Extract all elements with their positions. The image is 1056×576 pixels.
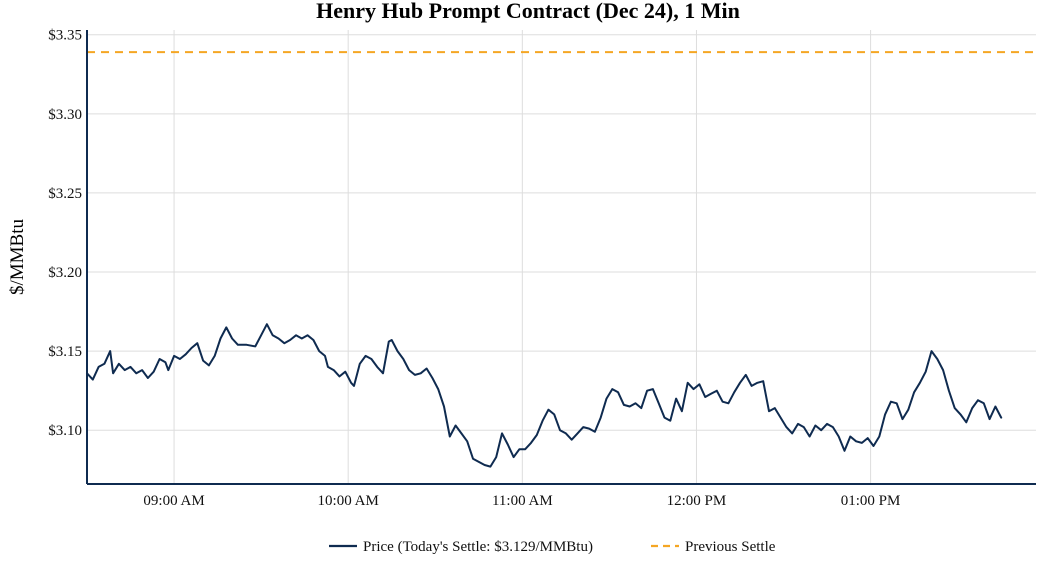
y-tick-label: $3.15 <box>48 344 82 360</box>
legend-label-price: Price (Today's Settle: $3.129/MMBtu) <box>363 539 593 555</box>
y-axis-label: $/MMBtu <box>7 218 28 295</box>
x-tick-label: 09:00 AM <box>143 493 204 509</box>
tick-labels: $3.10 $3.15 $3.20 $3.25 $3.30 $3.35 09:00 AM 10… <box>48 28 900 509</box>
legend-label-previous-settle: Previous Settle <box>685 539 776 555</box>
y-tick-label: $3.30 <box>48 107 82 123</box>
x-tick-label: 10:00 AM <box>318 493 379 509</box>
x-tick-label: 12:00 PM <box>667 493 727 509</box>
x-tick-label: 11:00 AM <box>492 493 553 509</box>
y-tick-label: $3.20 <box>48 265 82 281</box>
axes <box>86 30 1036 485</box>
y-tick-label: $3.10 <box>48 423 82 439</box>
y-tick-label: $3.35 <box>48 28 82 44</box>
series-layer <box>86 51 1036 468</box>
grid <box>87 30 1036 484</box>
x-tick-label: 01:00 PM <box>841 493 901 509</box>
legend: Price (Today's Settle: $3.129/MMBtu) Pre… <box>329 539 776 555</box>
price-series-line <box>86 323 1003 468</box>
y-tick-label: $3.25 <box>48 186 82 202</box>
chart-title: Henry Hub Prompt Contract (Dec 24), 1 Mi… <box>316 0 740 23</box>
